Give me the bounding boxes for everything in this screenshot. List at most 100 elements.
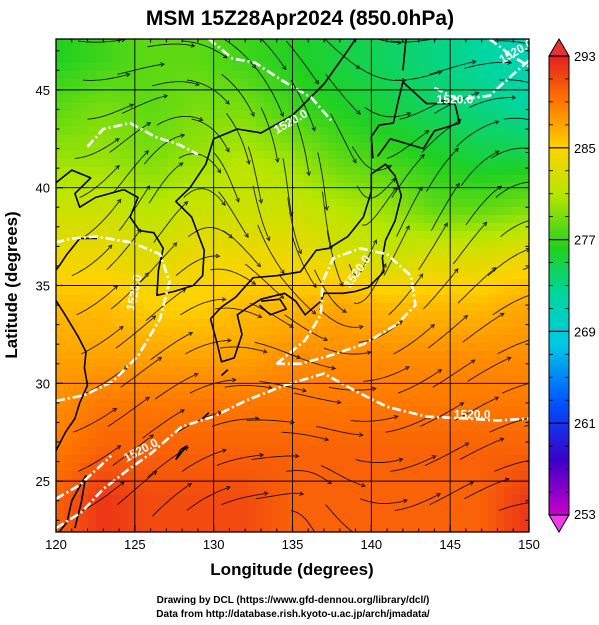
heat-cell xyxy=(184,159,193,168)
heat-cell xyxy=(296,95,305,104)
heat-cell xyxy=(320,175,329,184)
heat-cell xyxy=(208,111,217,120)
streamline xyxy=(462,313,505,343)
heat-cell xyxy=(192,399,201,408)
heat-cell xyxy=(512,263,521,272)
heat-cell xyxy=(200,87,209,96)
heat-cell xyxy=(208,199,217,208)
heat-cell xyxy=(136,127,145,136)
heat-cell xyxy=(352,383,361,392)
heat-cell xyxy=(56,255,65,264)
heat-cell xyxy=(176,95,185,104)
heat-cell xyxy=(384,471,393,480)
heat-cell xyxy=(320,327,329,336)
heat-cell xyxy=(512,295,521,304)
heat-cell xyxy=(336,79,345,88)
heat-cell xyxy=(280,319,289,328)
heat-cell xyxy=(248,39,257,48)
heat-cell xyxy=(344,447,353,456)
heat-cell xyxy=(160,399,169,408)
heat-cell xyxy=(416,111,425,120)
heat-cell xyxy=(224,487,233,496)
heat-cell xyxy=(392,111,401,120)
heat-cell xyxy=(384,407,393,416)
heat-cell xyxy=(88,79,97,88)
heat-cell xyxy=(88,375,97,384)
heat-cell xyxy=(336,207,345,216)
heat-cell xyxy=(336,423,345,432)
heat-cell xyxy=(488,287,497,296)
heat-cell xyxy=(152,79,161,88)
heat-cell xyxy=(512,143,521,152)
heat-cell xyxy=(496,103,505,112)
heat-cell xyxy=(224,311,233,320)
heat-cell xyxy=(504,335,513,344)
heat-cell xyxy=(456,503,465,512)
heat-cell xyxy=(296,439,305,448)
heat-cell xyxy=(216,263,225,272)
heat-cell xyxy=(408,327,417,336)
heat-cell xyxy=(408,391,417,400)
heat-cell xyxy=(344,415,353,424)
streamline xyxy=(281,431,329,441)
heat-cell xyxy=(264,295,273,304)
heat-cell xyxy=(184,199,193,208)
heat-cell xyxy=(216,215,225,224)
heat-cell xyxy=(192,87,201,96)
heat-cell xyxy=(64,447,73,456)
heat-cell xyxy=(432,487,441,496)
heat-cell xyxy=(192,311,201,320)
heat-cell xyxy=(272,223,281,232)
heat-cell xyxy=(296,431,305,440)
heat-cell xyxy=(184,55,193,64)
heat-cell xyxy=(336,175,345,184)
heat-cell xyxy=(488,55,497,64)
heat-cell xyxy=(408,479,417,488)
heat-cell xyxy=(408,351,417,360)
heat-cell xyxy=(320,471,329,480)
heat-cell xyxy=(480,247,489,256)
heat-cell xyxy=(456,431,465,440)
heat-cell xyxy=(80,207,89,216)
heat-cell xyxy=(512,335,521,344)
heat-cell xyxy=(408,487,417,496)
heat-cell xyxy=(88,391,97,400)
streamline xyxy=(498,502,529,511)
heat-cell xyxy=(320,415,329,424)
heat-cell xyxy=(88,63,97,72)
heat-cell xyxy=(96,343,105,352)
heat-cell xyxy=(232,47,241,56)
heat-cell xyxy=(88,463,97,472)
streamline xyxy=(117,471,157,505)
heat-cell xyxy=(480,207,489,216)
heat-cell xyxy=(96,367,105,376)
heat-cell xyxy=(488,111,497,120)
colorbar-tick-label: 293 xyxy=(574,49,596,64)
heat-cell xyxy=(136,327,145,336)
heat-cell xyxy=(112,503,121,512)
streamline-arrowhead xyxy=(539,336,543,340)
streamline xyxy=(84,199,122,237)
streamline-arrowhead xyxy=(361,482,366,488)
heat-cell xyxy=(112,335,121,344)
heat-cell xyxy=(272,247,281,256)
heat-cell xyxy=(320,343,329,352)
heat-cell xyxy=(176,63,185,72)
streamline xyxy=(423,268,459,310)
heat-cell xyxy=(184,239,193,248)
heat-cell xyxy=(296,527,305,532)
heat-cell xyxy=(472,167,481,176)
heat-cell xyxy=(448,39,457,48)
heat-cell xyxy=(424,55,433,64)
heat-cell xyxy=(392,95,401,104)
heat-cell xyxy=(304,495,313,504)
heat-cell xyxy=(56,103,65,112)
heat-cell xyxy=(64,351,73,360)
heat-cell xyxy=(408,239,417,248)
heat-cell xyxy=(80,55,89,64)
heat-cell xyxy=(264,151,273,160)
heat-cell xyxy=(280,207,289,216)
heat-cell xyxy=(272,47,281,56)
heat-cell xyxy=(504,55,513,64)
heat-cell xyxy=(312,407,321,416)
